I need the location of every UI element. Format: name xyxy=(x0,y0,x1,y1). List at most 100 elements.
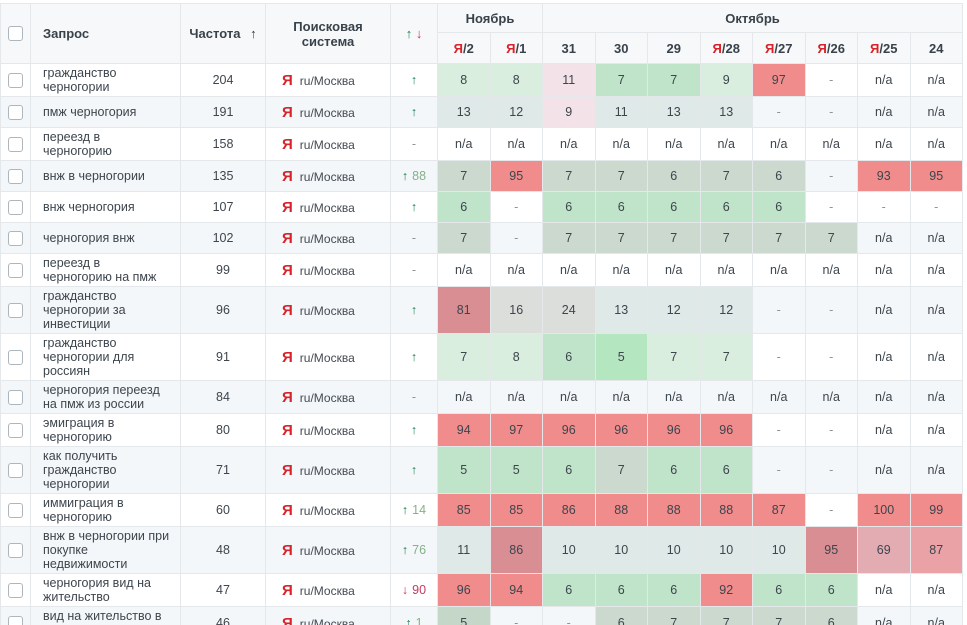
query-cell[interactable]: иммиграция в черногорию xyxy=(30,493,181,527)
row-checkbox[interactable] xyxy=(8,136,23,152)
query-cell[interactable]: гражданство черногории для россиян xyxy=(30,333,181,381)
row-checkbox[interactable] xyxy=(8,422,23,438)
engine-label: ru/Москва xyxy=(299,503,355,518)
row-checkbox[interactable] xyxy=(8,302,23,318)
date-column-header[interactable]: Я/26 xyxy=(804,32,858,64)
no-position-dash: - xyxy=(881,200,886,214)
query-cell[interactable]: эмиграция в черногорию xyxy=(30,413,181,447)
row-checkbox[interactable] xyxy=(8,542,23,558)
query-cell[interactable]: переезд в черногорию xyxy=(30,127,181,161)
query-cell[interactable]: как получить гражданство черногории xyxy=(30,446,181,494)
date-column-header[interactable]: Я/1 xyxy=(489,32,543,64)
row-checkbox[interactable] xyxy=(8,230,23,246)
position-cell: 6 xyxy=(647,191,701,223)
date-column-header[interactable]: Я/28 xyxy=(699,32,753,64)
row-checkbox[interactable] xyxy=(8,168,23,184)
position-cell: n/a xyxy=(909,253,963,287)
date-column-header[interactable]: Я/25 xyxy=(857,32,911,64)
row-checkbox[interactable] xyxy=(8,615,23,625)
query-cell[interactable]: черногория вид на жительство xyxy=(30,573,181,607)
position-cell: 11 xyxy=(542,63,596,97)
position-cell: - xyxy=(804,286,858,334)
change-cell: ↑ 76 xyxy=(390,526,438,574)
position-cell: 6 xyxy=(542,333,596,381)
position-cell: 10 xyxy=(699,526,753,574)
position-cell: - xyxy=(752,413,806,447)
date-column-header[interactable]: Я/27 xyxy=(752,32,806,64)
row-checkbox[interactable] xyxy=(8,462,23,478)
position-cell: n/a xyxy=(857,253,911,287)
query-cell[interactable]: черногория внж xyxy=(30,222,181,254)
row-checkbox-cell xyxy=(0,606,31,625)
row-checkbox[interactable] xyxy=(8,582,23,598)
date-column-header[interactable]: Я/2 xyxy=(437,32,491,64)
row-checkbox[interactable] xyxy=(8,104,23,120)
query-column-label: Запрос xyxy=(43,26,90,41)
row-checkbox[interactable] xyxy=(8,199,23,215)
frequency-column-header[interactable]: Частота ↑ xyxy=(180,3,266,64)
change-column-header[interactable]: ↑ ↓ xyxy=(390,3,438,64)
up-arrow-icon: ↑ xyxy=(401,503,409,517)
position-cell: - xyxy=(489,222,543,254)
change-cell: ↓ 90 xyxy=(390,573,438,607)
row-checkbox[interactable] xyxy=(8,72,23,88)
row-checkbox-cell xyxy=(0,191,31,223)
frequency-cell: 107 xyxy=(180,191,266,223)
no-change-dash: - xyxy=(411,263,417,277)
position-cell: n/a xyxy=(437,253,491,287)
query-column-header[interactable]: Запрос xyxy=(30,3,181,64)
query-cell[interactable]: пмж черногория xyxy=(30,96,181,128)
query-cell[interactable]: внж в черногории xyxy=(30,160,181,192)
select-all-checkbox[interactable] xyxy=(8,26,23,41)
position-cell: n/a xyxy=(857,127,911,161)
date-column-header[interactable]: 24 xyxy=(909,32,963,64)
query-cell[interactable]: черногория переезд на пмж из россии xyxy=(30,380,181,414)
query-cell[interactable]: переезд в черногорию на пмж xyxy=(30,253,181,287)
position-cell: - xyxy=(752,333,806,381)
position-cell: n/a xyxy=(699,253,753,287)
no-position-dash: - xyxy=(776,350,781,364)
position-cell: n/a xyxy=(804,127,858,161)
query-cell[interactable]: вид на жительство в черногории xyxy=(30,606,181,625)
engine-column-header[interactable]: Поисковая система xyxy=(265,3,391,64)
position-cell: n/a xyxy=(857,413,911,447)
query-cell[interactable]: внж в черногории при покупке недвижимост… xyxy=(30,526,181,574)
position-cell: 5 xyxy=(594,333,648,381)
position-cell: 7 xyxy=(647,222,701,254)
position-cell: 12 xyxy=(699,286,753,334)
query-cell[interactable]: гражданство черногории за инвестиции xyxy=(30,286,181,334)
row-checkbox[interactable] xyxy=(8,502,23,518)
position-cell: 7 xyxy=(594,446,648,494)
no-position-dash: - xyxy=(829,350,834,364)
yandex-icon: Я xyxy=(282,301,293,319)
row-checkbox[interactable] xyxy=(8,262,23,278)
engine-column-label-line2: система xyxy=(301,33,355,49)
date-column-header[interactable]: 29 xyxy=(647,32,701,64)
change-value: 14 xyxy=(412,503,427,517)
position-cell: 7 xyxy=(804,222,858,254)
row-checkbox[interactable] xyxy=(8,349,23,365)
position-cell: - xyxy=(489,191,543,223)
frequency-column-label: Частота xyxy=(189,26,241,41)
date-column-header[interactable]: 31 xyxy=(542,32,596,64)
no-position-dash: - xyxy=(776,463,781,477)
query-cell[interactable]: внж черногория xyxy=(30,191,181,223)
no-position-dash: - xyxy=(829,200,834,214)
position-cell: n/a xyxy=(542,253,596,287)
row-checkbox[interactable] xyxy=(8,389,23,405)
position-cell: - xyxy=(489,606,543,625)
date-column-header[interactable]: 30 xyxy=(594,32,648,64)
query-cell[interactable]: гражданство черногории xyxy=(30,63,181,97)
position-cell: 96 xyxy=(647,413,701,447)
no-change-dash: - xyxy=(411,390,417,404)
up-arrow-icon: ↑ xyxy=(410,350,418,364)
position-cell: - xyxy=(752,96,806,128)
frequency-cell: 84 xyxy=(180,380,266,414)
